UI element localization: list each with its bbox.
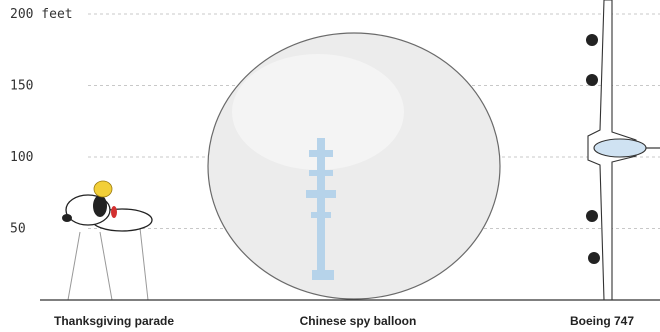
category-label: Chinese spy balloon xyxy=(300,314,417,328)
gridlines xyxy=(88,13,660,229)
engine-icon xyxy=(586,210,598,222)
woodstock-bird xyxy=(93,180,113,198)
engine-icon xyxy=(586,74,598,86)
boeing-747-illustration xyxy=(586,0,660,301)
category-labels: Thanksgiving parade Chinese spy balloon Bo… xyxy=(54,314,634,332)
y-tick-label: 100 xyxy=(10,150,33,165)
snoopy-nose xyxy=(62,214,72,222)
category-sublabel: Snoopy balloon xyxy=(69,330,159,332)
y-tick-label: 50 xyxy=(10,222,26,237)
engine-icon xyxy=(588,252,600,264)
plane-fuselage xyxy=(593,138,647,158)
balloon-highlight xyxy=(232,54,404,170)
y-tick-label: 150 xyxy=(10,79,33,94)
category-label: Thanksgiving parade xyxy=(54,314,174,328)
tether-line xyxy=(67,231,81,301)
y-tick-label: 200 feet xyxy=(10,7,73,22)
engine-icon xyxy=(586,34,598,46)
snoopy-collar xyxy=(111,206,117,218)
tether-line xyxy=(139,227,149,301)
snoopy-balloon-illustration xyxy=(62,180,153,301)
y-axis-ticks: 50 100 150 200 feet xyxy=(10,7,73,237)
snoopy-ear xyxy=(93,195,107,217)
balloon-payload xyxy=(306,138,336,280)
tether-line xyxy=(99,231,113,301)
spy-balloon-illustration xyxy=(207,32,501,300)
category-label: Boeing 747 xyxy=(570,314,634,328)
